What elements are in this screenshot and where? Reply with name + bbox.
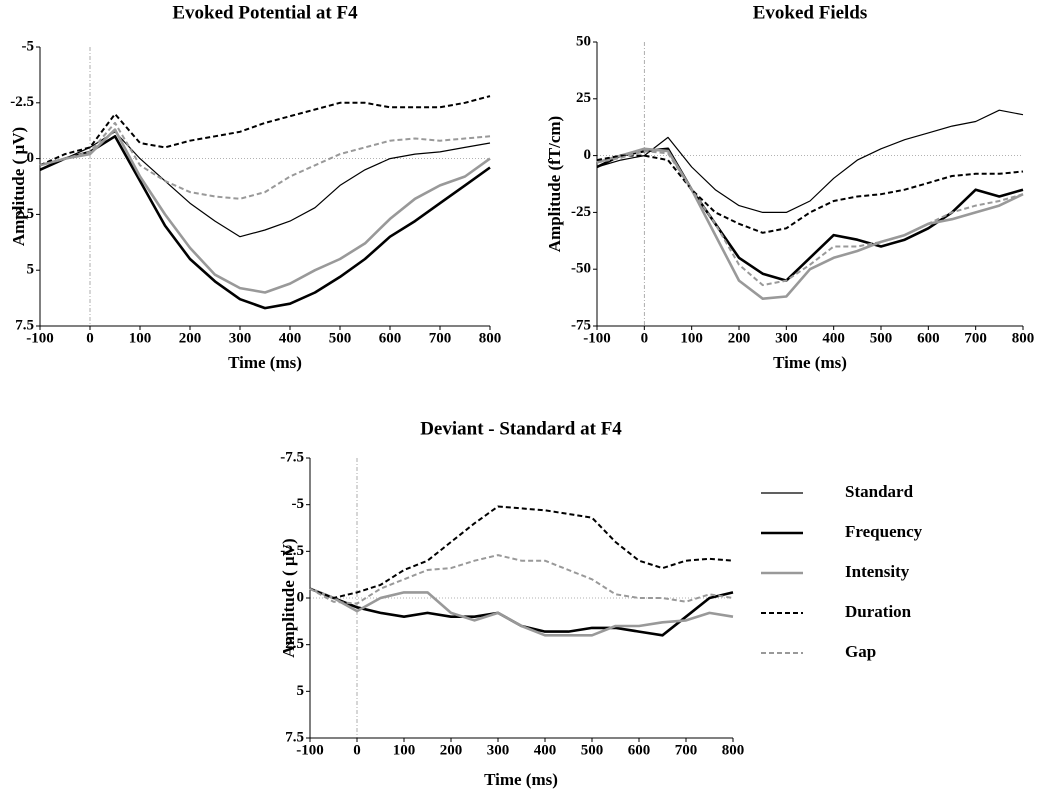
x-tick-label: 800 <box>1012 330 1035 346</box>
chart-title: Evoked Fields <box>753 2 868 23</box>
y-tick-label: -5 <box>292 496 305 512</box>
x-tick-label: 0 <box>86 330 94 346</box>
x-tick-label: -100 <box>583 330 611 346</box>
x-axis-label: Time (ms) <box>484 770 558 789</box>
y-tick-label: 0 <box>297 589 305 605</box>
chart-title: Evoked Potential at F4 <box>172 2 358 23</box>
series-line <box>39 131 491 238</box>
y-tick-label: -5 <box>22 38 35 54</box>
x-tick-label: 300 <box>775 330 798 346</box>
legend-label: Intensity <box>845 562 910 581</box>
y-axis-label: Amplitude (fT/cm) <box>545 116 564 252</box>
x-tick-label: 600 <box>917 330 940 346</box>
y-tick-label: 7.5 <box>285 729 304 745</box>
series-line <box>596 154 1024 234</box>
y-tick-label: -2.5 <box>280 543 304 559</box>
x-axis-label: Time (ms) <box>228 353 302 372</box>
x-tick-label: 600 <box>379 330 402 346</box>
legend-label: Frequency <box>845 522 923 541</box>
legend-label: Standard <box>845 482 914 501</box>
x-tick-label: 300 <box>229 330 252 346</box>
y-tick-label: 2.5 <box>15 206 34 222</box>
y-tick-label: 2.5 <box>285 636 304 652</box>
x-tick-label: 400 <box>822 330 845 346</box>
x-tick-label: 400 <box>279 330 302 346</box>
series-line <box>309 587 734 637</box>
x-tick-label: -100 <box>26 330 54 346</box>
x-tick-label: 100 <box>393 742 416 758</box>
y-tick-label: -50 <box>571 261 591 277</box>
y-axis-label: Amplitude ( µV) <box>9 127 28 246</box>
x-tick-label: 200 <box>728 330 751 346</box>
series-line <box>596 147 1024 282</box>
x-tick-label: 700 <box>675 742 698 758</box>
series-line <box>596 147 1024 300</box>
chart-title: Deviant - Standard at F4 <box>420 418 622 439</box>
x-tick-label: 300 <box>487 742 510 758</box>
y-tick-label: 5 <box>27 262 35 278</box>
series-line <box>596 150 1024 287</box>
x-tick-label: 600 <box>628 742 651 758</box>
series-line <box>39 121 491 200</box>
series-line <box>596 109 1024 213</box>
y-tick-label: 5 <box>297 683 305 699</box>
x-tick-label: 100 <box>129 330 152 346</box>
y-tick-label: 50 <box>576 33 591 49</box>
series-line <box>309 554 734 605</box>
x-tick-label: 800 <box>722 742 745 758</box>
series-line <box>39 128 491 294</box>
y-tick-label: 0 <box>584 147 592 163</box>
x-tick-label: -100 <box>296 742 324 758</box>
x-tick-label: 0 <box>353 742 361 758</box>
y-tick-label: 7.5 <box>15 317 34 333</box>
y-tick-label: -25 <box>571 204 591 220</box>
x-tick-label: 800 <box>479 330 502 346</box>
y-tick-label: -2.5 <box>10 94 34 110</box>
x-tick-label: 700 <box>964 330 987 346</box>
series-line <box>39 95 491 167</box>
legend-label: Gap <box>845 642 876 661</box>
y-tick-label: -75 <box>571 317 591 333</box>
x-tick-label: 500 <box>581 742 604 758</box>
series-line <box>39 135 491 310</box>
x-tick-label: 100 <box>680 330 703 346</box>
y-tick-label: 25 <box>576 90 591 106</box>
y-tick-label: -7.5 <box>280 449 304 465</box>
x-tick-label: 200 <box>179 330 202 346</box>
x-tick-label: 200 <box>440 742 463 758</box>
x-tick-label: 700 <box>429 330 452 346</box>
y-tick-label: 0 <box>27 150 35 166</box>
series-line <box>309 505 734 599</box>
x-tick-label: 500 <box>329 330 352 346</box>
x-axis-label: Time (ms) <box>773 353 847 372</box>
x-tick-label: 500 <box>870 330 893 346</box>
x-tick-label: 0 <box>641 330 649 346</box>
legend-label: Duration <box>845 602 912 621</box>
y-axis-label: Amplitude ( µV) <box>279 538 298 657</box>
x-tick-label: 400 <box>534 742 557 758</box>
series-line <box>309 587 734 637</box>
